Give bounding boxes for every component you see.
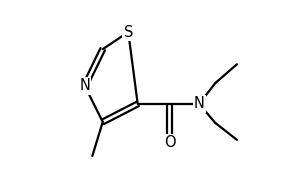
Text: O: O [164,135,176,150]
Text: N: N [194,96,205,112]
Text: S: S [124,25,133,40]
Text: N: N [80,78,90,94]
